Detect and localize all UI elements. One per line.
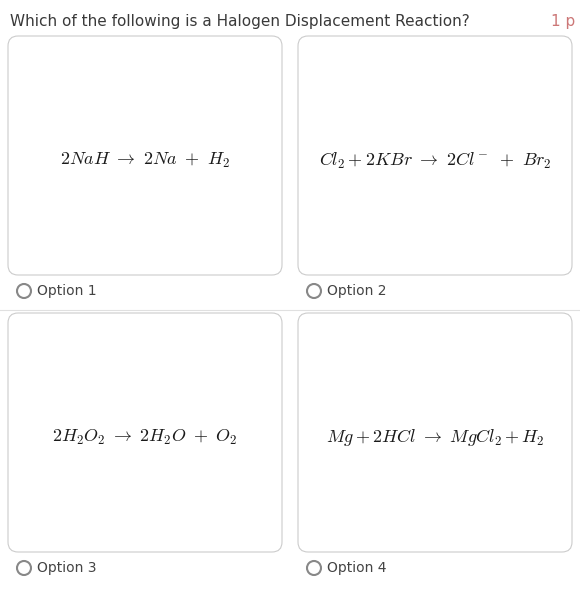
Text: $2NaH\ \rightarrow\ 2Na\ +\ H_2$: $2NaH\ \rightarrow\ 2Na\ +\ H_2$	[60, 151, 230, 170]
Text: $Mg + 2HCl\ \rightarrow\ MgCl_2 + H_2$: $Mg + 2HCl\ \rightarrow\ MgCl_2 + H_2$	[325, 427, 545, 448]
Text: $Cl_2 + 2KBr\ \rightarrow\ 2Cl^-\ +\ Br_2$: $Cl_2 + 2KBr\ \rightarrow\ 2Cl^-\ +\ Br_…	[318, 151, 552, 171]
FancyBboxPatch shape	[8, 313, 282, 552]
Text: Option 4: Option 4	[327, 561, 386, 575]
Text: Option 1: Option 1	[37, 284, 97, 298]
FancyBboxPatch shape	[298, 313, 572, 552]
FancyBboxPatch shape	[8, 36, 282, 275]
Text: $2H_2O_2\ \rightarrow\ 2H_2O\ +\ O_2$: $2H_2O_2\ \rightarrow\ 2H_2O\ +\ O_2$	[52, 428, 238, 447]
FancyBboxPatch shape	[298, 36, 572, 275]
Text: Option 2: Option 2	[327, 284, 386, 298]
Text: Which of the following is a Halogen Displacement Reaction?: Which of the following is a Halogen Disp…	[10, 14, 470, 29]
Text: 1 p: 1 p	[551, 14, 575, 29]
Text: Option 3: Option 3	[37, 561, 96, 575]
